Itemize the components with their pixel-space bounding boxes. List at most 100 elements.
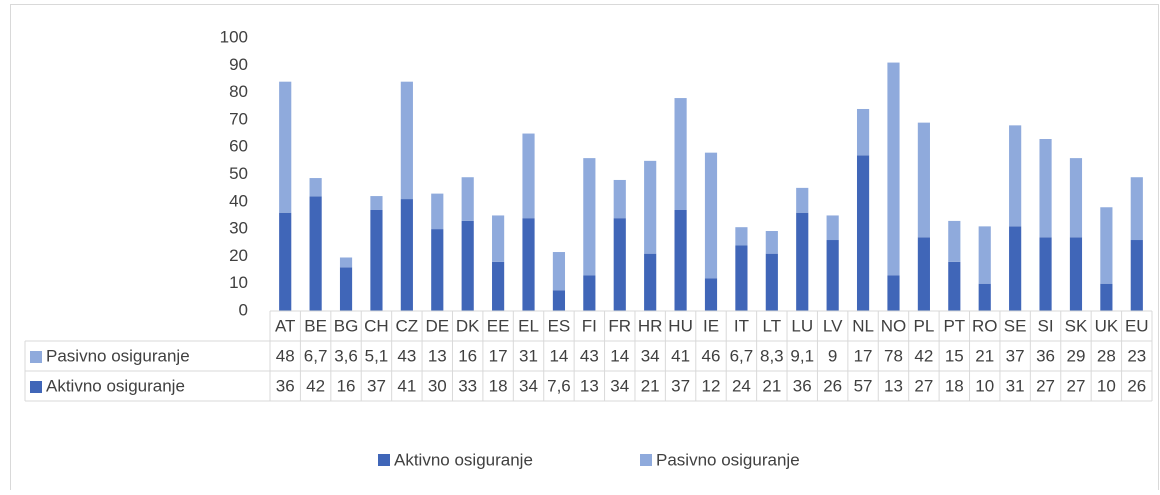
data-label: 17: [489, 346, 508, 365]
data-label: 21: [641, 376, 660, 395]
data-label: 12: [702, 376, 721, 395]
bar-segment: [522, 133, 535, 219]
data-label: 28: [1097, 346, 1116, 365]
bar-segment: [1130, 240, 1143, 311]
bar-segment: [1039, 139, 1052, 238]
data-label: 37: [367, 376, 386, 395]
x-tick-label: EL: [518, 316, 539, 335]
bar-segment: [492, 261, 505, 311]
data-label: 5,1: [365, 346, 389, 365]
bar-segment: [431, 229, 444, 311]
x-tick-label: PL: [913, 316, 934, 335]
data-label: 21: [762, 376, 781, 395]
y-tick-label: 30: [229, 219, 248, 238]
bar-segment: [461, 220, 474, 311]
bar-segment: [613, 179, 626, 219]
bar-segment: [1039, 237, 1052, 311]
x-tick-label: LU: [791, 316, 813, 335]
bar-segment: [765, 231, 778, 254]
data-label: 13: [884, 376, 903, 395]
bar-segment: [796, 212, 809, 311]
data-label: 42: [914, 346, 933, 365]
bar-segment: [735, 245, 748, 311]
bar-segment: [644, 253, 657, 311]
data-label: 21: [975, 346, 994, 365]
data-label: 16: [337, 376, 356, 395]
data-label: 3,6: [334, 346, 358, 365]
bar-segment: [339, 267, 353, 311]
x-tick-label: DE: [425, 316, 449, 335]
x-tick-label: LT: [763, 316, 782, 335]
x-tick-label: RO: [972, 316, 998, 335]
data-label: 29: [1067, 346, 1086, 365]
x-tick-label: PT: [943, 316, 965, 335]
x-tick-label: EU: [1125, 316, 1149, 335]
table-legend-key: [30, 381, 42, 393]
x-tick-label: SK: [1065, 316, 1088, 335]
data-label: 36: [793, 376, 812, 395]
bar-segment: [796, 187, 809, 213]
data-label: 6,7: [304, 346, 328, 365]
x-tick-label: SE: [1004, 316, 1027, 335]
data-label: 10: [1097, 376, 1116, 395]
data-label: 27: [914, 376, 933, 395]
data-label: 9,1: [790, 346, 814, 365]
bar-segment: [887, 62, 900, 276]
data-label: 30: [428, 376, 447, 395]
data-label: 17: [854, 346, 873, 365]
x-tick-label: FI: [582, 316, 597, 335]
bar-segment: [339, 257, 353, 268]
bar-segment: [461, 177, 474, 221]
data-label: 9: [828, 346, 837, 365]
bar-segment: [978, 226, 991, 284]
table-row-label: Aktivno osiguranje: [46, 376, 185, 395]
bar-segment: [1069, 158, 1083, 238]
x-tick-label: BE: [304, 316, 327, 335]
legend-key: [378, 454, 390, 466]
bar-segment: [917, 237, 930, 311]
x-tick-label: LV: [823, 316, 843, 335]
x-tick-label: CH: [364, 316, 389, 335]
bar-segment: [400, 81, 413, 200]
bar-segment: [552, 290, 566, 311]
y-tick-label: 50: [229, 164, 248, 183]
table-row-label: Pasivno osiguranje: [46, 346, 190, 365]
bar-segment: [856, 155, 870, 311]
data-label: 15: [945, 346, 964, 365]
bar-segment: [370, 196, 383, 210]
data-label: 10: [975, 376, 994, 395]
y-tick-label: 40: [229, 191, 248, 210]
bar-segment: [1069, 237, 1083, 311]
x-tick-label: UK: [1095, 316, 1119, 335]
bar-segment: [948, 220, 961, 262]
data-label: 23: [1127, 346, 1146, 365]
bar-segment: [1009, 226, 1022, 311]
bar-segment: [887, 275, 900, 311]
bar-segment: [552, 252, 566, 291]
data-label: 37: [1006, 346, 1025, 365]
bar-segment: [826, 240, 839, 311]
bar-segment: [765, 253, 778, 311]
data-label: 42: [306, 376, 325, 395]
x-tick-label: NO: [881, 316, 907, 335]
bar-segment: [704, 152, 718, 279]
bar-segment: [674, 209, 687, 311]
y-tick-label: 0: [239, 300, 248, 319]
data-label: 31: [1006, 376, 1025, 395]
data-label: 7,6: [547, 376, 571, 395]
bar-segment: [704, 278, 718, 311]
x-tick-label: EE: [487, 316, 510, 335]
bar-segment: [279, 212, 292, 311]
bar-segment: [309, 196, 322, 311]
data-label: 41: [671, 346, 690, 365]
data-label: 43: [580, 346, 599, 365]
legend-key: [640, 454, 652, 466]
data-label: 16: [458, 346, 477, 365]
x-tick-label: CZ: [396, 316, 419, 335]
bar-segment: [583, 275, 596, 311]
x-tick-label: NL: [852, 316, 874, 335]
data-label: 13: [428, 346, 447, 365]
data-label: 13: [580, 376, 599, 395]
bar-segment: [1130, 177, 1143, 241]
x-tick-label: SI: [1038, 316, 1054, 335]
